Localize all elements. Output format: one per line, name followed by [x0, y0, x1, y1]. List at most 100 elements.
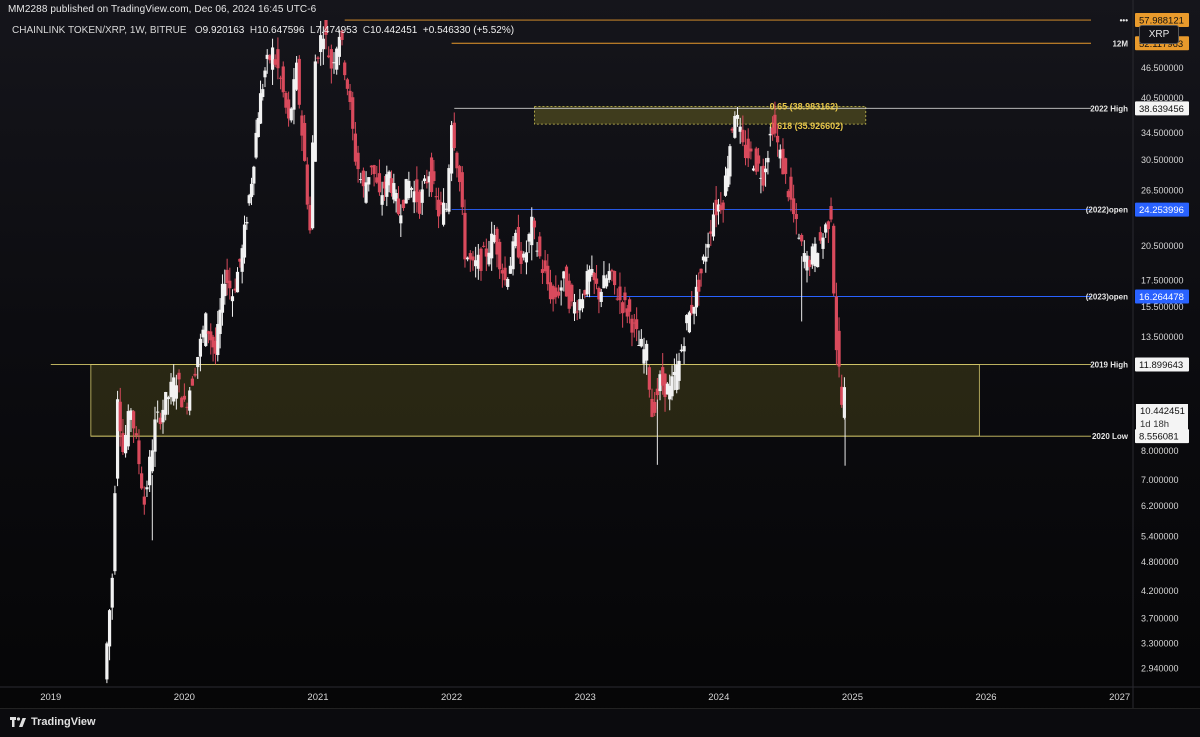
demand-zone: [90, 364, 980, 437]
candle-body: [487, 252, 491, 265]
candle-body: [164, 392, 168, 415]
candle-body: [484, 248, 488, 257]
candle-body: [343, 62, 347, 76]
candle-body: [719, 205, 723, 211]
x-tick-7: 2026: [975, 692, 996, 703]
candle-body: [436, 199, 441, 217]
candle-body: [543, 260, 547, 272]
candle-body: [735, 114, 740, 119]
candle-body: [721, 202, 725, 210]
candle-body: [148, 456, 152, 486]
candle-body: [364, 182, 368, 203]
candle-body: [345, 79, 349, 89]
candle-body: [256, 118, 260, 138]
candle-body: [728, 146, 732, 177]
candle-body: [615, 298, 619, 300]
candle-body: [235, 271, 240, 293]
candle-body: [449, 125, 454, 174]
candle-body: [532, 220, 537, 228]
candle-body: [567, 280, 571, 309]
fib-label-1: 0.618 (35.926602): [770, 121, 844, 131]
candle-body: [129, 410, 133, 420]
candle-body: [826, 221, 830, 230]
candle-body: [692, 306, 696, 314]
candle-body: [429, 157, 434, 193]
candle-body: [592, 272, 596, 281]
candle-body: [105, 643, 109, 680]
y-tick-0: 40.500000: [1141, 93, 1184, 103]
candle-body: [610, 270, 614, 272]
price-badge-text-3: 24.253996: [1139, 205, 1184, 216]
symbol-name[interactable]: CHAINLINK TOKEN/XRP, 1W, BITRUE: [12, 25, 187, 36]
candle-body: [679, 349, 684, 352]
candle-body: [161, 409, 165, 423]
candle-body: [142, 496, 146, 505]
candle-body: [716, 204, 721, 212]
candle-body: [519, 250, 523, 264]
candle-body: [840, 386, 844, 405]
candle-body: [842, 387, 847, 418]
candle-body: [530, 216, 534, 246]
change-value: +0.546330 (+5.52%): [422, 25, 515, 36]
candle-body: [797, 237, 801, 239]
candle-body: [228, 280, 232, 289]
countdown-time: 1d 18h: [1140, 419, 1170, 430]
candle-body: [182, 395, 186, 400]
fib-label-0: 0.65 (38.983162): [770, 101, 839, 111]
candle-body: [562, 271, 566, 279]
candle-body: [145, 487, 149, 490]
y-tick-4: 26.500000: [1141, 185, 1184, 195]
y-tick-1: 46.500000: [1141, 63, 1184, 73]
candle-body: [506, 279, 510, 287]
candle-body: [694, 286, 699, 308]
candle-body: [460, 172, 464, 208]
candle-body: [655, 388, 659, 396]
candle-body: [313, 61, 317, 162]
candle-body: [329, 49, 333, 69]
candle-body: [261, 89, 265, 97]
candle-body: [709, 231, 713, 234]
candle-body: [468, 253, 472, 260]
low-value: 7.474953: [315, 25, 358, 36]
candle-body: [166, 397, 170, 400]
candle-body: [630, 318, 634, 333]
candle-body: [353, 133, 357, 162]
candle-body: [498, 241, 502, 270]
candle-body: [375, 177, 379, 183]
candle-body: [110, 577, 114, 608]
candle-body: [265, 54, 269, 59]
candle-body: [319, 35, 323, 53]
candle-body: [635, 319, 639, 330]
tradingview-logo[interactable]: TradingView: [10, 716, 96, 728]
candle-body: [714, 199, 718, 216]
candle-body: [538, 236, 542, 257]
candle-body: [455, 152, 459, 169]
candle-body: [653, 401, 657, 413]
candle-body: [514, 232, 518, 247]
candle-body: [677, 360, 681, 381]
candle-body: [113, 493, 117, 572]
level-label-2: 2022 High: [1090, 104, 1128, 113]
candle-body: [126, 411, 130, 447]
currency-scale-badge[interactable]: XRP: [1139, 25, 1179, 44]
candle-body: [548, 282, 553, 300]
candle-body: [754, 148, 758, 172]
candle-body: [642, 349, 646, 364]
candle-body: [369, 165, 374, 168]
candle-body: [773, 114, 777, 134]
x-tick-1: 2020: [174, 692, 195, 703]
candle-body: [327, 55, 331, 58]
close-value: 10.442451: [370, 25, 418, 36]
candle-body: [594, 278, 599, 284]
price-badge-text-2: 38.639456: [1139, 104, 1184, 115]
candle-body: [123, 434, 128, 454]
candle-body: [367, 177, 371, 185]
candle-body: [396, 198, 401, 215]
candle-body: [794, 214, 798, 220]
candle-body: [156, 411, 160, 413]
candle-body: [284, 92, 288, 108]
candle-body: [193, 373, 197, 376]
candle-body: [140, 473, 144, 489]
y-tick-5: 20.500000: [1141, 241, 1184, 251]
